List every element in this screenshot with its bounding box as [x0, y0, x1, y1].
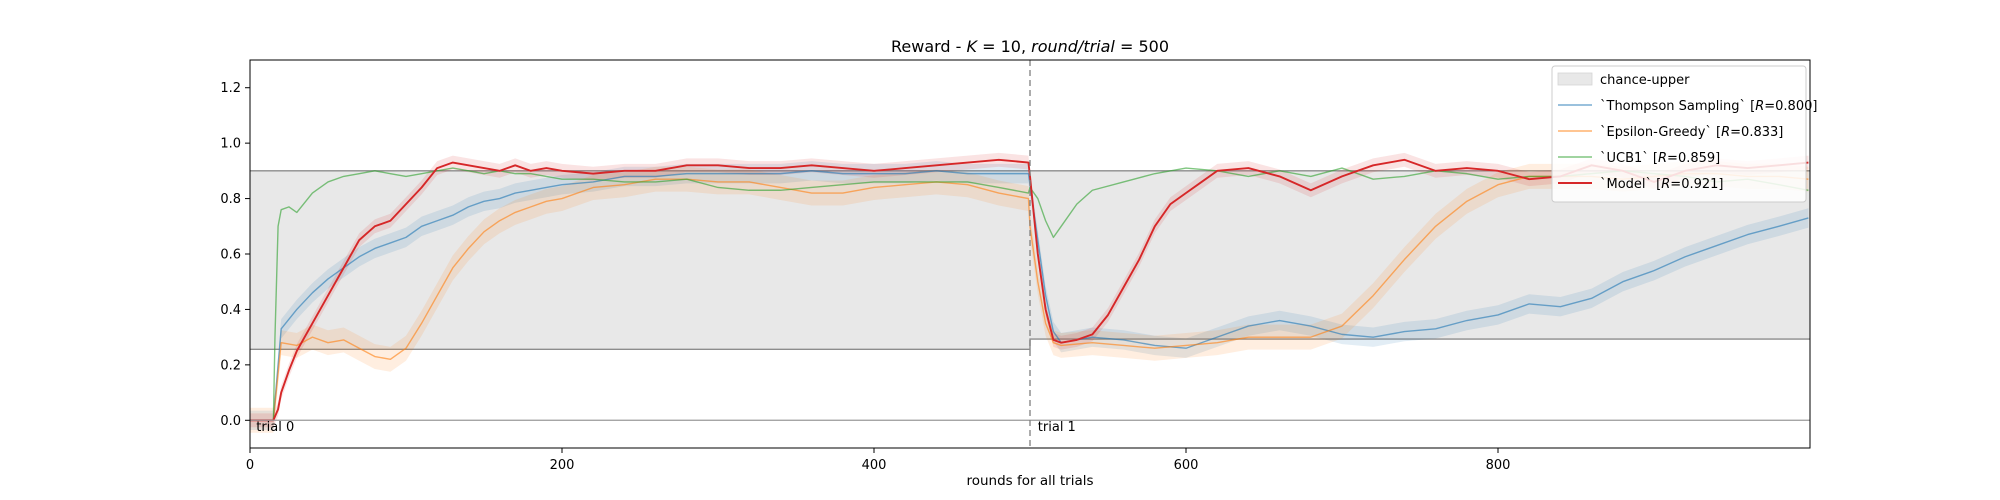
- series-line-2: [250, 167, 1809, 421]
- y-tick-label: 0.4: [220, 303, 241, 318]
- y-tick-label: 1.2: [220, 81, 241, 96]
- legend-label-series-2: `UCB1` [R=0.859]: [1600, 151, 1720, 166]
- trial-annotations: trial 0 trial 1: [256, 420, 1076, 435]
- y-tick-label: 0.0: [220, 414, 241, 429]
- trial-label-0: trial 0: [256, 420, 294, 435]
- reference-lines: [250, 60, 1810, 448]
- legend-label-series-1: `Epsilon-Greedy` [R=0.833]: [1600, 125, 1783, 140]
- x-tick-label: 200: [550, 458, 575, 473]
- x-tick-label: 0: [246, 458, 254, 473]
- x-axis-label: rounds for all trials: [966, 473, 1093, 489]
- legend-box: [1551, 65, 1807, 203]
- chart-title: Reward - K = 10, round/trial = 500: [891, 37, 1169, 56]
- legend-swatch-chance-upper: [1557, 72, 1593, 86]
- y-axis-ticks: 0.0 0.2 0.4 0.6 0.8 1.0 1.2: [220, 81, 250, 429]
- series-line-1: [250, 172, 1809, 421]
- series-line-3: [250, 158, 1809, 422]
- y-tick-label: 0.2: [220, 358, 241, 373]
- series-line-0: [250, 170, 1809, 421]
- legend-label-chance-upper: chance-upper: [1600, 73, 1690, 88]
- series-lines: [250, 158, 1809, 422]
- chance-upper-band: [250, 170, 1810, 351]
- y-tick-label: 1.0: [220, 137, 241, 152]
- x-tick-label: 600: [1174, 458, 1199, 473]
- legend: chance-upper `Thompson Sampling` [R=0.800…: [1551, 65, 1817, 203]
- y-tick-label: 0.6: [220, 248, 241, 263]
- legend-label-series-3: `Model` [R=0.921]: [1600, 177, 1723, 192]
- x-axis-ticks: 0 200 400 600 800: [246, 448, 1511, 473]
- x-tick-label: 800: [1486, 458, 1511, 473]
- y-tick-label: 0.8: [220, 192, 241, 207]
- trial-label-1: trial 1: [1038, 420, 1076, 435]
- chance-band-segment-0: [250, 170, 1030, 350]
- legend-label-series-0: `Thompson Sampling` [R=0.800]: [1600, 99, 1817, 114]
- x-tick-label: 400: [862, 458, 887, 473]
